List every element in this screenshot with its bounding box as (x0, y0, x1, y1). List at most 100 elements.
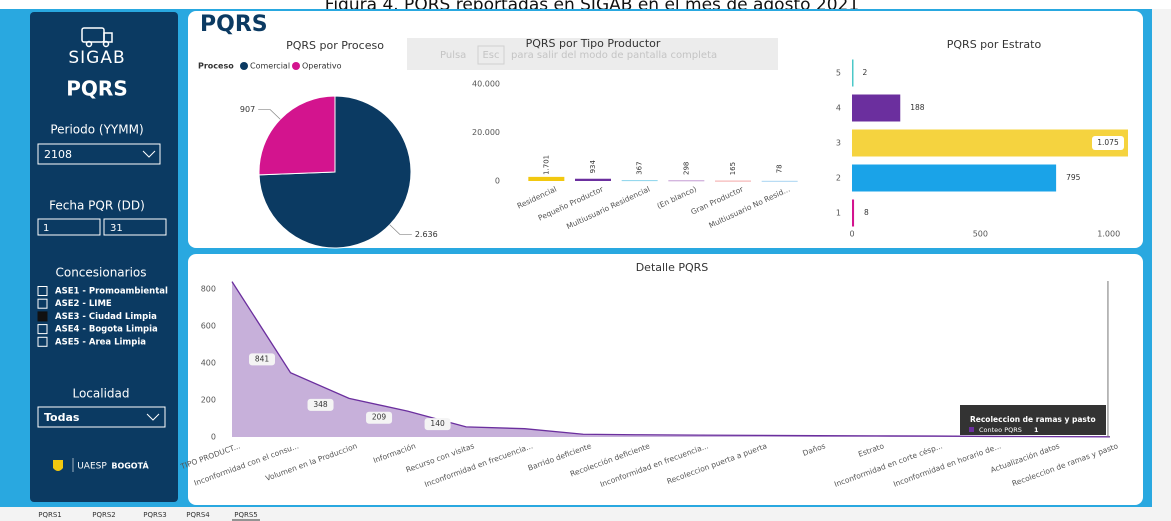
logo-icon (81, 27, 113, 48)
label-box (307, 398, 334, 411)
tab[interactable]: PQRS5 (234, 511, 258, 519)
notice-text: Pulsa (440, 50, 466, 61)
locality-label: Localidad (72, 387, 129, 401)
chevron (146, 413, 160, 421)
period-label: Periodo (YYMM) (50, 123, 143, 137)
tab[interactable]: PQRS2 (92, 511, 116, 519)
tabs: PQRS1 PQRS2 PQRS3 PQRS4 PQRS5 (38, 511, 260, 521)
bar (852, 164, 1057, 192)
data-label: 78 (776, 164, 784, 173)
tooltip-title: Recoleccion de ramas y pasto (970, 415, 1096, 424)
footer-logo: BOGOTÁ (111, 460, 149, 471)
checkbox[interactable] (37, 311, 48, 322)
bar (668, 180, 705, 182)
data-label: 1.075 (1097, 138, 1119, 147)
chart-title: Detalle PQRS (636, 261, 709, 274)
y-tick-label: 5 (836, 69, 841, 78)
y-tick-label: 0 (211, 433, 216, 442)
area (232, 281, 1110, 437)
locality-dropdown[interactable] (37, 406, 166, 428)
legend-swatch (292, 62, 300, 70)
header-title: PQRS (200, 12, 268, 37)
tab[interactable]: PQRS4 (186, 511, 210, 519)
tooltip-swatch (969, 427, 974, 432)
notice-key: Esc (482, 50, 499, 61)
date-label: Fecha PQR (DD) (49, 199, 145, 213)
pie-slice (258, 95, 412, 249)
data-label: 2 (863, 68, 868, 77)
period-value: 2108 (44, 148, 72, 161)
label-box (249, 353, 275, 366)
area-line (231, 281, 1110, 438)
data-label: 2.636 (415, 230, 438, 239)
logo-text: SIGAB (68, 48, 125, 68)
checkbox[interactable] (37, 286, 48, 296)
data-label: 165 (729, 162, 737, 175)
shield-icon (53, 460, 63, 471)
legend-swatch (240, 62, 248, 70)
data-label: 348 (313, 400, 328, 409)
date-to: 31 (110, 223, 123, 234)
label-box (424, 418, 451, 431)
x-tick-label: 1.000 (1097, 230, 1120, 239)
label-box (1092, 136, 1124, 150)
concession-label: ASE2 - LIME (55, 299, 112, 309)
notice-text: para salir del modo de pantalla completa (511, 50, 717, 61)
checkbox[interactable] (37, 298, 48, 309)
y-tick-label: 2 (836, 174, 841, 183)
x-tick-label: 0 (849, 230, 854, 239)
legend-title: Proceso (198, 62, 234, 71)
chart-title: PQRS por Estrato (947, 38, 1042, 51)
data-label: 1.701 (542, 155, 550, 175)
data-label: 907 (240, 105, 255, 114)
leader-line (258, 109, 281, 120)
concession-label: ASE5 - Area Limpia (55, 337, 146, 347)
leader-line (389, 224, 412, 235)
chart-title: PQRS por Tipo Productor (526, 37, 661, 50)
y-tick-label: 200 (201, 396, 216, 405)
data-label: 188 (910, 103, 925, 112)
tab-bar (0, 507, 1171, 521)
bar (852, 129, 1128, 157)
bar (715, 180, 751, 182)
chevron (142, 150, 156, 158)
tooltip-label: Conteo PQRS (979, 426, 1022, 434)
bottom-panel (188, 254, 1143, 505)
right-strip (1152, 9, 1171, 507)
y-tick-label: 400 (201, 359, 216, 368)
date-to-input[interactable] (103, 218, 167, 236)
key-box (477, 45, 505, 65)
concessions: ASE1 - Promoambiental ASE2 - LIME ASE3 - C… (37, 286, 168, 347)
date-from: 1 (43, 223, 49, 234)
tab[interactable]: PQRS1 (38, 511, 62, 519)
bar (852, 199, 855, 227)
y-tick-label: 600 (201, 322, 216, 331)
y-tick-label: 1 (836, 209, 841, 218)
data-label: 795 (1066, 173, 1081, 182)
chart-title: PQRS por Proceso (286, 39, 384, 52)
y-tick-label: 40.000 (472, 80, 500, 89)
bar (761, 180, 798, 182)
data-label: 209 (372, 413, 387, 422)
pie-slice (258, 95, 336, 176)
concession-label: ASE3 - Ciudad Limpia (55, 312, 157, 322)
tab[interactable]: PQRS3 (143, 511, 167, 519)
date-from-input[interactable] (37, 218, 101, 236)
bar (852, 94, 901, 122)
x-tick-label: 500 (973, 230, 988, 239)
y-tick-label: 3 (836, 139, 841, 148)
checkbox[interactable] (37, 324, 48, 335)
data-label: 140 (430, 419, 445, 428)
sidebar-title: PQRS (66, 77, 127, 101)
checkbox[interactable] (37, 336, 48, 347)
data-label: 367 (636, 161, 644, 174)
concessions-label: Concesionarios (55, 266, 146, 280)
tooltip-value: 1 (1034, 426, 1039, 434)
y-tick-label: 4 (836, 104, 841, 113)
bar (575, 178, 611, 181)
period-dropdown[interactable] (37, 143, 161, 165)
bar (852, 59, 854, 87)
footer-logo: UAESP (77, 462, 107, 472)
